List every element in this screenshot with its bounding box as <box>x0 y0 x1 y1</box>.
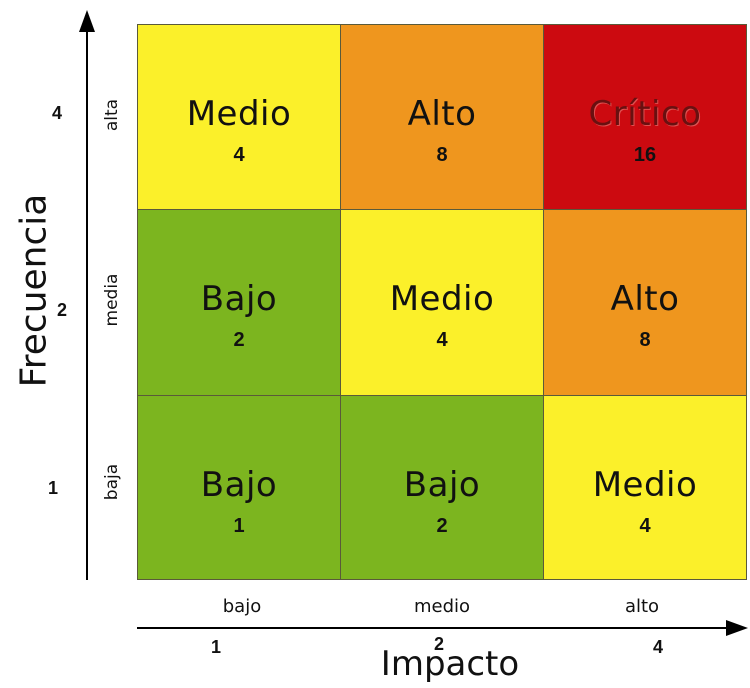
x-score-alto: 4 <box>652 637 663 657</box>
cell-score: 4 <box>233 144 245 166</box>
x-axis-line <box>137 627 727 629</box>
y-score-media: 2 <box>56 300 67 320</box>
cell-alta-medio: Alto 8 <box>340 24 544 210</box>
cell-label: Alto <box>407 94 477 134</box>
risk-matrix: Medio 4 Alto 8 Crítico 16 Bajo 2 Medio 4… <box>137 24 747 580</box>
x-level-alto: alto <box>624 596 660 617</box>
y-level-alta: alta <box>102 98 122 132</box>
cell-media-medio: Medio 4 <box>340 209 544 396</box>
cell-label: Alto <box>610 279 680 319</box>
cell-baja-medio: Bajo 2 <box>340 395 544 580</box>
x-level-bajo: bajo <box>222 596 262 617</box>
cell-score: 2 <box>233 329 245 351</box>
x-axis-title: Impacto <box>380 644 520 684</box>
y-score-alta: 4 <box>51 103 62 123</box>
x-score-bajo: 1 <box>210 637 221 657</box>
cell-score: 8 <box>436 144 448 166</box>
cell-score: 8 <box>639 329 651 351</box>
cell-score: 16 <box>633 144 657 166</box>
cell-label: Medio <box>186 94 292 134</box>
cell-score: 4 <box>639 515 651 537</box>
cell-media-alto: Alto 8 <box>543 209 747 396</box>
cell-baja-alto: Medio 4 <box>543 395 747 580</box>
x-score-medio: 2 <box>433 634 444 654</box>
cell-alta-alto: Crítico 16 <box>543 24 747 210</box>
cell-score: 4 <box>436 329 448 351</box>
y-axis-title: Frecuencia <box>13 193 55 388</box>
cell-label: Bajo <box>200 465 278 505</box>
x-axis-arrow-icon <box>726 620 748 636</box>
y-score-baja: 1 <box>47 478 58 498</box>
cell-label: Medio <box>389 279 495 319</box>
cell-label: Medio <box>592 465 698 505</box>
cell-label: Bajo <box>200 279 278 319</box>
cell-media-bajo: Bajo 2 <box>137 209 341 396</box>
cell-alta-bajo: Medio 4 <box>137 24 341 210</box>
cell-score: 2 <box>436 515 448 537</box>
cell-label: Bajo <box>403 465 481 505</box>
y-axis-line <box>86 30 88 580</box>
cell-score: 1 <box>233 515 245 537</box>
y-level-baja: baja <box>102 463 122 501</box>
y-level-media: media <box>102 273 122 327</box>
x-level-medio: medio <box>413 596 471 617</box>
cell-baja-bajo: Bajo 1 <box>137 395 341 580</box>
y-axis-arrow-icon <box>79 10 95 32</box>
cell-label: Crítico <box>588 94 702 134</box>
